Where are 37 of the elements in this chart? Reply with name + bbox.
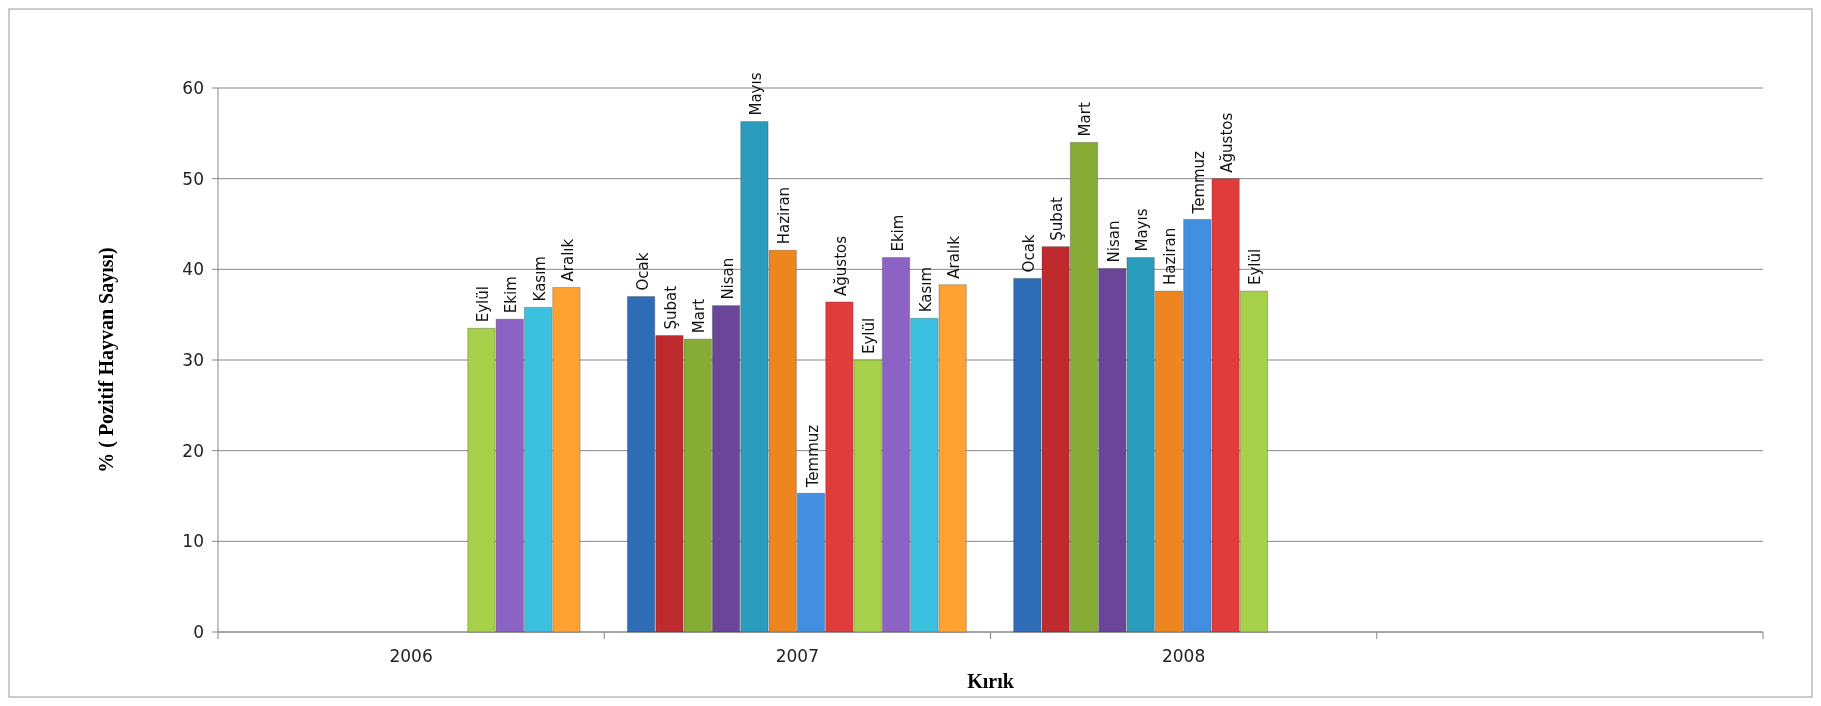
x-tick-label: 2006 (389, 646, 433, 666)
text: Şubat (661, 285, 680, 330)
y-axis-title: % ( Pozitif Hayvan Sayısı) (95, 247, 118, 473)
text: Eylül (860, 317, 879, 354)
x-axis-title: Kırık (967, 670, 1015, 692)
y-tick-label: 0 (193, 621, 204, 642)
y-tick-label: 30 (182, 349, 204, 370)
text: Ağustos (1218, 112, 1237, 173)
x-tick-label: 2008 (1161, 646, 1206, 666)
text: Aralık (558, 238, 577, 282)
y-tick-label: 10 (182, 531, 204, 552)
text: Ağustos (831, 235, 850, 296)
text: Eylül (473, 286, 492, 323)
text: Ocak (1019, 234, 1038, 273)
text: Ocak (633, 252, 652, 291)
text: Şubat (1048, 197, 1067, 241)
text: Mart (1076, 102, 1095, 137)
y-tick-label: 60 (182, 77, 204, 98)
text: Mayıs (746, 72, 765, 116)
text: Ekim (888, 214, 907, 252)
text: Haziran (775, 186, 794, 245)
text: Temmuz (1189, 151, 1208, 214)
text: Nisan (718, 257, 737, 300)
y-tick-label: 40 (182, 259, 204, 280)
text: Kasım (916, 266, 935, 313)
text: Kasım (530, 256, 549, 302)
text: Ekim (502, 276, 521, 314)
text: Haziran (1161, 227, 1180, 286)
text: Temmuz (803, 424, 822, 489)
text: Mayıs (1133, 208, 1152, 252)
text: Aralık (945, 236, 964, 279)
text: Eylül (1246, 248, 1265, 286)
y-tick-label: 50 (182, 168, 204, 189)
x-tick-label: 2007 (775, 646, 820, 666)
text: Nisan (1104, 220, 1123, 263)
text: Mart (690, 298, 709, 334)
y-tick-label: 20 (182, 440, 204, 461)
